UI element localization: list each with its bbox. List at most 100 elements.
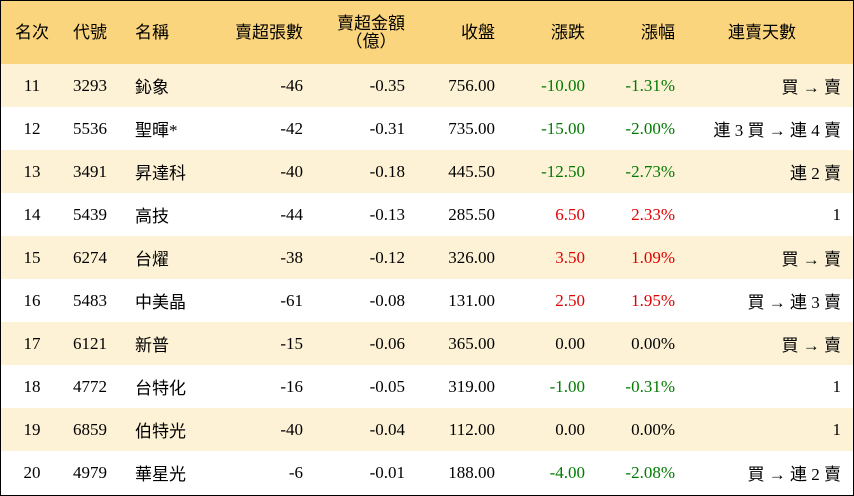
cell-net-sell-amount: -0.05 — [369, 376, 405, 396]
cell-code: 6274 — [73, 247, 107, 267]
cell-rank: 13 — [23, 161, 41, 181]
cell-net-sell-shares: -40 — [280, 419, 303, 439]
cell-name: 新普 — [135, 336, 169, 355]
cell-code: 4979 — [73, 462, 107, 482]
cell-name: 高技 — [135, 207, 169, 226]
cell-change: 2.50 — [555, 290, 585, 310]
cell-net-sell-amount: -0.01 — [369, 462, 405, 482]
cell-name: 台特化 — [135, 379, 186, 398]
header-change: 漲跌 — [551, 22, 585, 42]
cell-code: 5536 — [73, 118, 107, 138]
cell-change: -12.50 — [541, 161, 585, 181]
cell-code: 4772 — [73, 376, 107, 396]
cell-net-sell-shares: -61 — [280, 290, 303, 310]
cell-change: -10.00 — [541, 75, 585, 95]
cell-net-sell-amount: -0.35 — [369, 75, 405, 95]
table-row: 15 6274 台燿 -38 -0.12 326.00 3.50 1.09% 買 → 賣 — [1, 236, 853, 279]
cell-change: 6.50 — [555, 204, 585, 224]
table-row: 18 4772 台特化 -16 -0.05 319.00 -1.00 -0.31% 1 — [1, 365, 853, 408]
cell-change-pct: 0.00% — [631, 333, 675, 353]
cell-close: 319.00 — [448, 376, 495, 396]
cell-code: 6121 — [73, 333, 107, 353]
cell-name: 伯特光 — [135, 422, 186, 441]
cell-name: 華星光 — [135, 465, 186, 484]
cell-rank: 14 — [23, 204, 41, 224]
cell-close: 131.00 — [448, 290, 495, 310]
cell-change: 3.50 — [555, 247, 585, 267]
cell-net-sell-amount: -0.12 — [369, 247, 405, 267]
table-row: 20 4979 華星光 -6 -0.01 188.00 -4.00 -2.08% 買 → 連 2… — [1, 451, 853, 494]
cell-net-sell-shares: -38 — [280, 247, 303, 267]
cell-change-pct: -1.31% — [625, 75, 675, 95]
header-code: 代號 — [73, 22, 107, 42]
cell-close: 735.00 — [448, 118, 495, 138]
cell-name: 中美晶 — [135, 293, 186, 312]
header-net-sell-shares: 賣超張數 — [235, 22, 303, 42]
cell-change: 0.00 — [555, 419, 585, 439]
cell-change-pct: 0.00% — [631, 419, 675, 439]
cell-close: 445.50 — [448, 161, 495, 181]
cell-change: -4.00 — [549, 462, 585, 482]
header-close: 收盤 — [461, 22, 495, 42]
cell-rank: 15 — [23, 247, 41, 267]
cell-change-pct: 1.09% — [631, 247, 675, 267]
cell-net-sell-amount: -0.13 — [369, 204, 405, 224]
cell-net-sell-shares: -44 — [280, 204, 303, 224]
cell-change-pct: -2.08% — [625, 462, 675, 482]
cell-net-sell-shares: -42 — [280, 118, 303, 138]
cell-code: 6859 — [73, 419, 107, 439]
cell-name: 台燿 — [135, 250, 169, 269]
cell-rank: 20 — [23, 462, 41, 482]
cell-consecutive-days: 買 → 連 2 賣 — [747, 465, 842, 484]
cell-close: 326.00 — [448, 247, 495, 267]
cell-consecutive-days: 買 → 賣 — [781, 250, 842, 269]
cell-consecutive-days: 1 — [832, 419, 842, 439]
cell-close: 112.00 — [448, 419, 495, 439]
cell-close: 188.00 — [448, 462, 495, 482]
cell-rank: 11 — [23, 75, 41, 95]
table-row: 17 6121 新普 -15 -0.06 365.00 0.00 0.00% 買 → 賣 — [1, 322, 853, 365]
cell-code: 5439 — [73, 204, 107, 224]
table-row: 12 5536 聖暉* -42 -0.31 735.00 -15.00 -2.00% 連 3 買… — [1, 107, 853, 150]
cell-consecutive-days: 1 — [832, 376, 842, 396]
cell-name: 鈊象 — [135, 78, 169, 97]
cell-rank: 12 — [23, 118, 41, 138]
header-net-sell-amount-unit: （億） — [345, 31, 397, 51]
table-row: 16 5483 中美晶 -61 -0.08 131.00 2.50 1.95% 買 → 連 3 … — [1, 279, 853, 322]
cell-consecutive-days: 1 — [832, 204, 842, 224]
table-header-row: 名次 代號 名稱 賣超張數 賣超金額 （億） 收盤 漲跌 漲幅 連賣天數 — [1, 1, 853, 64]
header-consecutive-days: 連賣天數 — [728, 22, 796, 42]
cell-close: 365.00 — [448, 333, 495, 353]
table-row: 19 6859 伯特光 -40 -0.04 112.00 0.00 0.00% 1 — [1, 408, 853, 451]
cell-net-sell-shares: -15 — [280, 333, 303, 353]
cell-close: 756.00 — [448, 75, 495, 95]
cell-net-sell-amount: -0.18 — [369, 161, 405, 181]
cell-net-sell-shares: -40 — [280, 161, 303, 181]
cell-consecutive-days: 買 → 賣 — [781, 78, 842, 97]
cell-change-pct: 2.33% — [631, 204, 675, 224]
cell-net-sell-shares: -46 — [280, 75, 303, 95]
cell-change-pct: -0.31% — [625, 376, 675, 396]
cell-change: -15.00 — [541, 118, 585, 138]
table-row: 11 3293 鈊象 -46 -0.35 756.00 -10.00 -1.31% 買 → 賣 — [1, 64, 853, 107]
header-change-pct: 漲幅 — [641, 22, 675, 42]
cell-code: 3293 — [73, 75, 107, 95]
header-net-sell-amount: 賣超金額 （億） — [311, 1, 413, 64]
header-rank: 名次 — [15, 22, 49, 42]
header-net-sell-amount-label: 賣超金額 — [337, 13, 405, 33]
cell-net-sell-shares: -6 — [288, 462, 303, 482]
cell-change: -1.00 — [549, 376, 585, 396]
cell-consecutive-days: 買 → 連 3 賣 — [747, 293, 842, 312]
cell-change-pct: 1.95% — [631, 290, 675, 310]
cell-code: 5483 — [73, 290, 107, 310]
cell-consecutive-days: 買 → 賣 — [781, 336, 842, 355]
cell-consecutive-days: 連 3 買 → 連 4 賣 — [713, 121, 842, 140]
cell-net-sell-shares: -16 — [280, 376, 303, 396]
table-row: 14 5439 高技 -44 -0.13 285.50 6.50 2.33% 1 — [1, 193, 853, 236]
cell-rank: 18 — [23, 376, 41, 396]
cell-net-sell-amount: -0.04 — [369, 419, 405, 439]
cell-rank: 17 — [23, 333, 41, 353]
